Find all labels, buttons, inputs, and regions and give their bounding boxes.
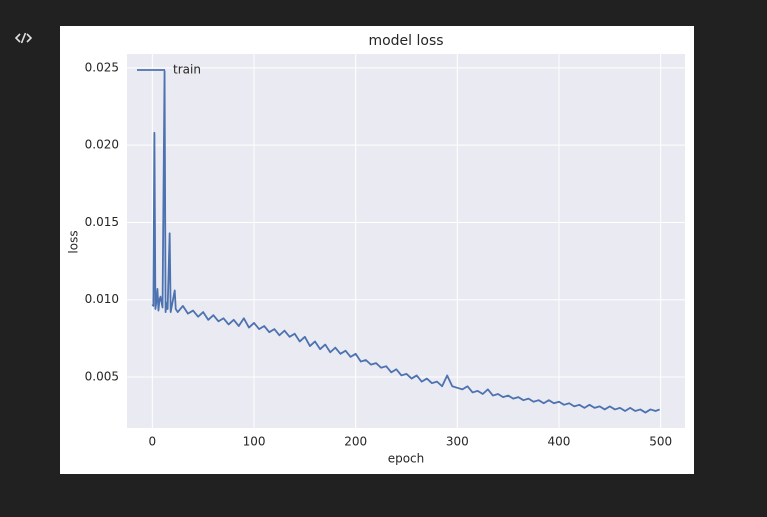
x-tick-label: 200	[344, 435, 367, 449]
icon-part	[14, 33, 21, 43]
line-series	[151, 70, 660, 414]
x-tick-label: 100	[243, 435, 266, 449]
marks	[151, 70, 660, 414]
x-tick-label: 0	[149, 435, 157, 449]
x-tick-label: 500	[649, 435, 672, 449]
y-axis-label: loss	[67, 230, 81, 253]
icon-part	[26, 33, 33, 43]
y-tick-label: 0.020	[85, 138, 119, 152]
icon-part	[20, 32, 27, 44]
y-tick-label: 0.005	[85, 370, 119, 384]
y-tick-label: 0.025	[85, 60, 119, 74]
x-tick-label: 400	[548, 435, 571, 449]
x-tick-label: 300	[446, 435, 469, 449]
y-tick-label: 0.010	[85, 292, 119, 306]
legend-label: train	[173, 63, 201, 77]
code-icon[interactable]	[14, 32, 33, 44]
plot-area	[127, 54, 685, 428]
chart-title: model loss	[368, 33, 443, 49]
x-axis-label: epoch	[388, 452, 425, 466]
y-tick-label: 0.015	[85, 215, 119, 229]
grid	[127, 54, 685, 428]
